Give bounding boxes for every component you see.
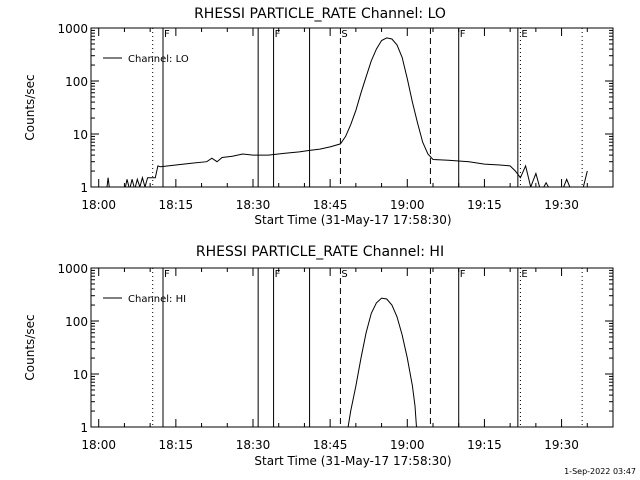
legend-label: Channel: LO xyxy=(128,54,189,65)
series-line xyxy=(347,297,417,427)
event-label: F xyxy=(275,269,281,280)
y-tick-label: 1 xyxy=(80,181,88,195)
y-axis-label: Counts/sec xyxy=(23,74,37,140)
event-label: F xyxy=(164,29,170,40)
x-tick-label: 18:30 xyxy=(236,198,271,212)
plot-frame xyxy=(90,27,614,188)
event-label: S xyxy=(341,269,347,280)
plot-frame xyxy=(90,267,614,428)
series-line xyxy=(106,37,588,187)
x-tick-label: 18:15 xyxy=(159,438,194,452)
x-axis-label: Start Time (31-May-17 17:58:30) xyxy=(254,213,451,227)
x-tick-label: 18:45 xyxy=(313,438,348,452)
y-tick-label: 100 xyxy=(65,75,88,89)
x-tick-label: 18:45 xyxy=(313,198,348,212)
legend-label: Channel: HI xyxy=(128,294,186,305)
y-axis-label: Counts/sec xyxy=(23,314,37,380)
x-axis-label: Start Time (31-May-17 17:58:30) xyxy=(254,454,451,468)
y-tick-label: 1000 xyxy=(57,22,88,36)
y-tick-label: 1000 xyxy=(57,262,88,276)
x-tick-label: 19:30 xyxy=(544,438,579,452)
y-tick-label: 100 xyxy=(65,315,88,329)
chart-title: RHESSI PARTICLE_RATE Channel: LO xyxy=(194,6,446,22)
footer-timestamp: 1-Sep-2022 03:47 xyxy=(564,467,636,476)
event-label: E xyxy=(521,29,527,40)
event-label: F xyxy=(460,29,466,40)
event-label: F xyxy=(460,269,466,280)
y-tick-label: 10 xyxy=(73,368,88,382)
x-tick-label: 19:00 xyxy=(390,438,425,452)
x-tick-label: 18:00 xyxy=(81,438,116,452)
event-label: F xyxy=(164,269,170,280)
chart-title: RHESSI PARTICLE_RATE Channel: HI xyxy=(196,244,444,260)
chart-panel-2: RHESSI PARTICLE_RATE Channel: HI F F S F E 18:… xyxy=(23,244,614,468)
event-label: F xyxy=(275,29,281,40)
event-label: E xyxy=(521,269,527,280)
x-tick-label: 18:30 xyxy=(236,438,271,452)
x-tick-label: 19:00 xyxy=(390,198,425,212)
y-tick-label: 10 xyxy=(73,128,88,142)
event-label: S xyxy=(341,29,347,40)
y-tick-label: 1 xyxy=(80,421,88,435)
x-tick-label: 19:15 xyxy=(467,438,502,452)
x-tick-label: 18:15 xyxy=(159,198,194,212)
x-tick-label: 18:00 xyxy=(81,198,116,212)
x-tick-label: 19:30 xyxy=(544,198,579,212)
x-tick-label: 19:15 xyxy=(467,198,502,212)
chart-panel-1: RHESSI PARTICLE_RATE Channel: LO F F S F E 18:… xyxy=(23,6,614,227)
